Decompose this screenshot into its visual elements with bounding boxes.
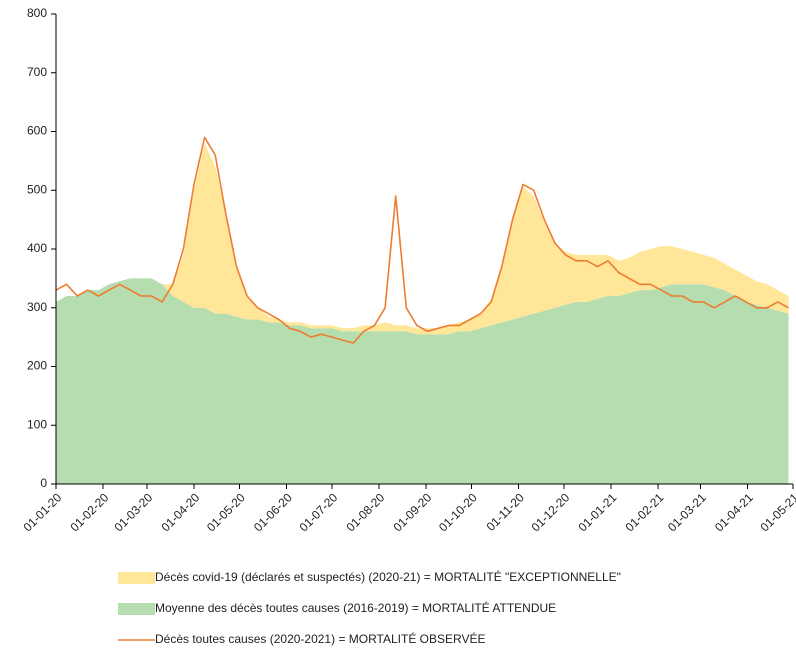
x-tick-label: 01-12-20 [529, 490, 573, 534]
x-tick-label: 01-04-21 [712, 490, 756, 534]
x-tick-label: 01-10-20 [436, 490, 480, 534]
area [56, 143, 789, 335]
legend-swatch [118, 572, 155, 584]
y-tick-label: 200 [27, 359, 47, 373]
y-tick-label: 0 [40, 476, 47, 490]
x-tick-label: 01-02-21 [623, 490, 667, 534]
x-tick-label: 01-06-20 [251, 490, 295, 534]
line [55, 136, 789, 344]
x-tick-label: 01-03-20 [111, 490, 155, 534]
x-tick-label: 01-02-20 [68, 490, 112, 534]
area [56, 278, 789, 484]
y-tick-label: 800 [27, 6, 47, 20]
x-tick-label: 01-11-20 [484, 490, 527, 533]
x-tick-label: 01-09-20 [391, 490, 435, 534]
x-tick-label: 01-01-21 [576, 490, 620, 534]
x-tick-label: 01-05-21 [757, 490, 796, 534]
y-tick-label: 400 [27, 241, 47, 255]
x-tick-label: 01-08-20 [343, 490, 387, 534]
y-tick-label: 100 [27, 417, 47, 431]
legend-label: Moyenne des décès toutes causes (2016-20… [155, 600, 556, 615]
x-tick-label: 01-03-21 [665, 490, 709, 534]
y-tick-label: 500 [27, 182, 47, 196]
x-tick-label: 01-05-20 [204, 490, 248, 534]
y-tick-label: 700 [27, 65, 47, 79]
x-tick-label: 01-07-20 [296, 490, 340, 534]
x-tick-label: 01-04-20 [158, 490, 202, 534]
legend-swatch [118, 603, 155, 615]
y-tick-label: 600 [27, 124, 47, 138]
legend-label: Décès covid-19 (déclarés et suspectés) (… [155, 569, 621, 584]
legend-label: Décès toutes causes (2020-2021) = MORTAL… [155, 631, 486, 646]
x-tick-label: 01-01-20 [20, 490, 64, 534]
y-tick-label: 300 [27, 300, 47, 314]
